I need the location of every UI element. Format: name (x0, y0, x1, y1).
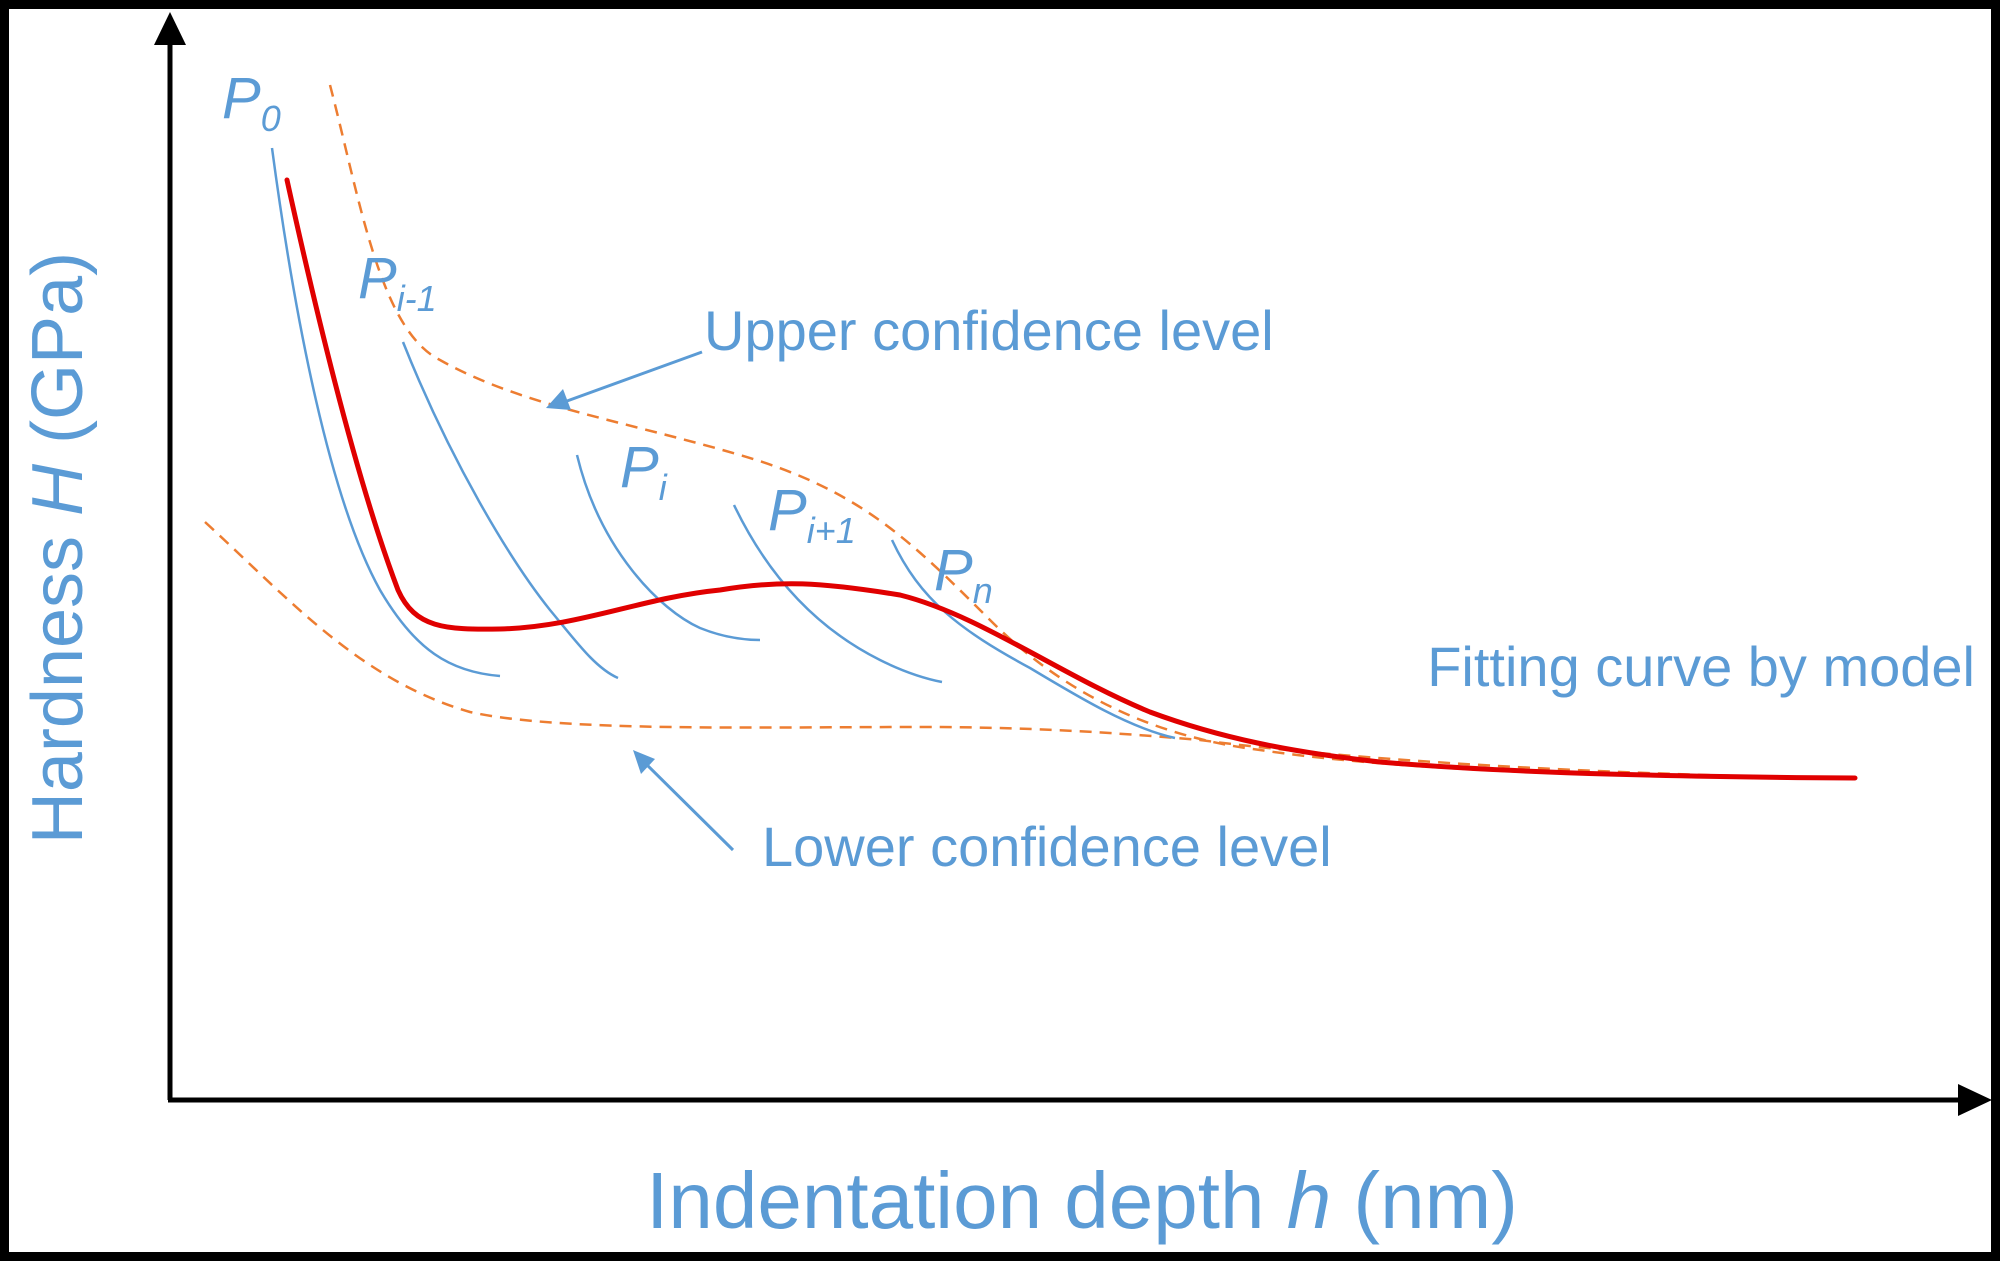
y-axis-label-prefix: Hardness (18, 516, 98, 844)
partial-curve-p-i (575, 454, 761, 642)
label-p-i-plus-1: Pi+1 (768, 478, 856, 551)
label-p0: P0 (222, 66, 281, 139)
upper-confidence-label: Upper confidence level (704, 299, 1274, 362)
y-axis-label-variable: H (18, 463, 98, 516)
lower-annotation-arrowhead (633, 750, 655, 774)
label-p-i-plus-1-sub: i+1 (807, 510, 856, 551)
lower-confidence-curve (204, 521, 1851, 780)
label-p-n-base: P (934, 538, 973, 603)
fitting-curve-label: Fitting curve by model (1427, 635, 1975, 698)
lower-annotation-arrow (638, 756, 735, 852)
y-axis-label: Hardness H (GPa) (18, 252, 98, 844)
label-p0-base: P (222, 66, 261, 131)
partial-curve-p-i-1 (401, 341, 619, 680)
x-axis-label-variable: h (1287, 1156, 1332, 1245)
label-p-i-1-base: P (358, 246, 397, 311)
partial-curve-p-i-plus-1 (732, 504, 943, 684)
label-p-i-sub: i (659, 467, 668, 508)
x-axis-label-unit: (nm) (1331, 1156, 1518, 1245)
model-fitting-curve (284, 177, 1858, 781)
label-p-i-plus-1-base: P (768, 478, 807, 543)
label-p-i: Pi (620, 435, 668, 508)
partial-curve-p-n (890, 539, 1176, 740)
x-axis-arrowhead (1958, 1084, 1992, 1116)
label-p-i-1-sub: i-1 (397, 278, 437, 319)
label-p0-sub: 0 (261, 98, 281, 139)
x-axis-label-prefix: Indentation depth (646, 1156, 1287, 1245)
lower-confidence-label: Lower confidence level (762, 815, 1332, 878)
y-axis-label-unit: (GPa) (18, 252, 98, 464)
label-p-i-1: Pi-1 (358, 246, 437, 319)
upper-annotation-arrow (555, 350, 703, 407)
y-axis-arrowhead (154, 12, 186, 45)
upper-annotation-arrowhead (546, 389, 571, 410)
label-p-n: Pn (934, 538, 993, 611)
partial-curve-p0 (270, 147, 501, 678)
label-p-i-base: P (620, 435, 659, 500)
label-p-n-sub: n (973, 570, 993, 611)
x-axis-label: Indentation depth h (nm) (646, 1156, 1518, 1245)
